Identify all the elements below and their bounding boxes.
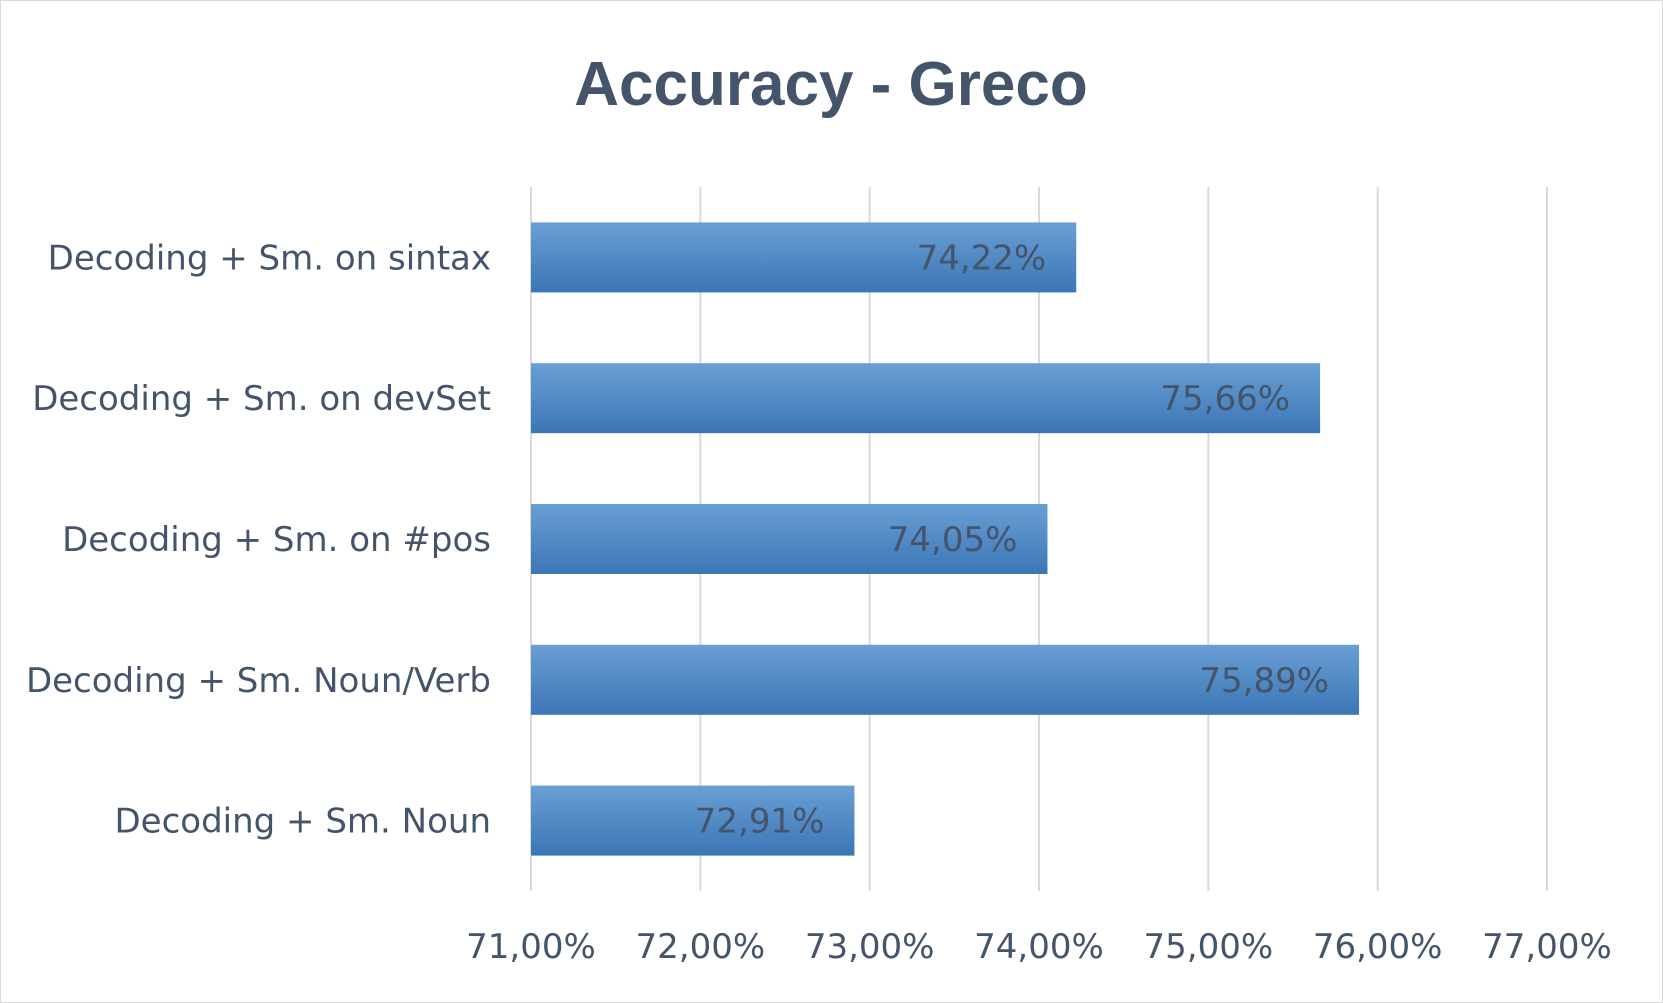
category-label: Decoding + Sm. Noun [114, 802, 491, 842]
category-labels: Decoding + Sm. on sintax Decoding + Sm. o… [26, 238, 491, 841]
category-label: Decoding + Sm. on sintax [48, 238, 491, 278]
bar-value-label: 74,22% [917, 238, 1047, 278]
bar-value-label: 74,05% [888, 520, 1018, 560]
x-tick-label: 73,00% [805, 927, 935, 967]
bar [531, 504, 1048, 574]
x-tick-label: 76,00% [1313, 927, 1443, 967]
x-tick-labels: 71,00% 72,00% 73,00% 74,00% 75,00% 76,00% 77,0… [466, 927, 1612, 967]
x-tick-label: 75,00% [1144, 927, 1274, 967]
category-label: Decoding + Sm. on #pos [62, 520, 491, 560]
chart-title: Accuracy - Greco [574, 50, 1087, 119]
bar [531, 363, 1321, 434]
category-label: Decoding + Sm. Noun/Verb [26, 661, 491, 701]
x-tick-label: 77,00% [1482, 927, 1612, 967]
bar-value-label: 72,91% [695, 802, 825, 842]
bar [531, 785, 855, 856]
bar [531, 644, 1360, 715]
x-tick-label: 72,00% [636, 927, 766, 967]
x-tick-label: 71,00% [466, 927, 596, 967]
bar [531, 222, 1077, 293]
x-tick-label: 74,00% [974, 927, 1104, 967]
bar-value-label: 75,66% [1160, 379, 1290, 419]
bars: 74,22% 75,66% 74,05% 75,89% 72,91% [531, 222, 1360, 856]
bar-value-label: 75,89% [1199, 661, 1329, 701]
category-label: Decoding + Sm. on devSet [32, 379, 491, 419]
